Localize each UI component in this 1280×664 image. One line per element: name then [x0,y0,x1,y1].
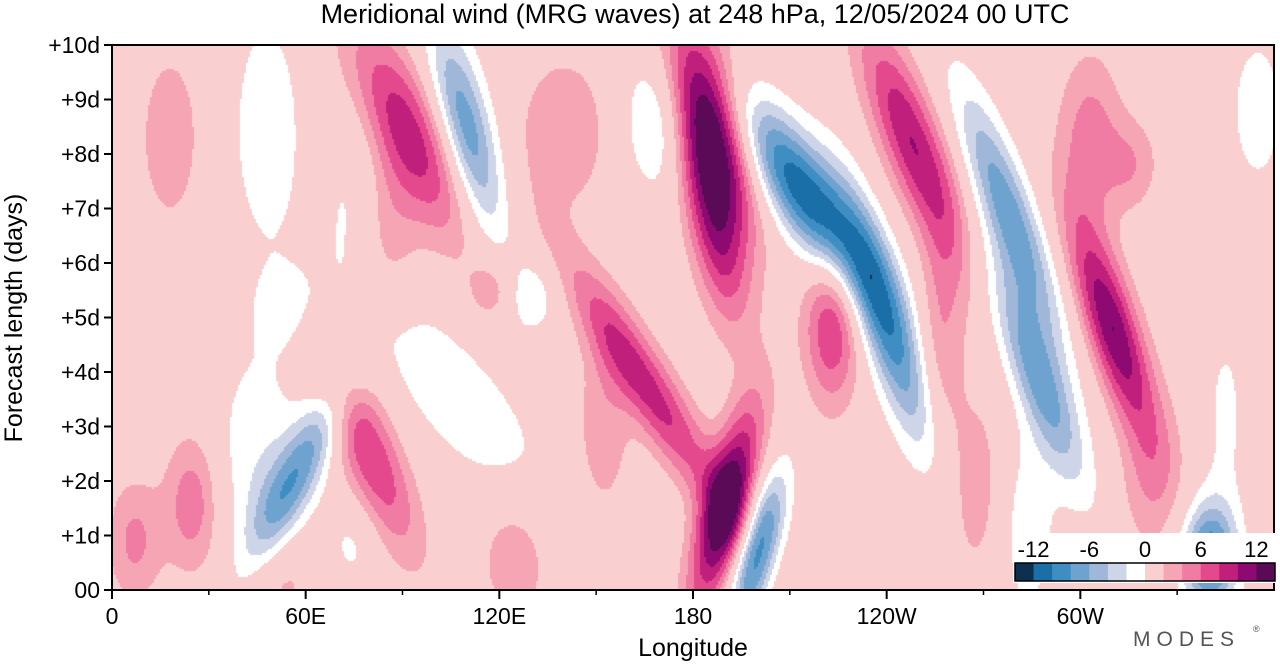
y-tick-label: +8d [61,141,100,167]
x-tick-label: 60W [1057,603,1105,629]
colorbar-label: 6 [1195,537,1207,562]
colorbar-swatch [1070,563,1090,581]
y-tick-label: +3d [61,414,100,440]
colorbar-label: -6 [1080,537,1100,562]
colorbar-swatch [1126,563,1146,581]
colorbar-swatch [1015,563,1035,581]
y-tick-label: +4d [61,359,100,385]
heatmap-field [112,45,1274,590]
y-tick-label: +6d [61,250,100,276]
colorbar-swatch [1200,563,1220,581]
x-tick-label: 180 [674,603,712,629]
colorbar-label: 0 [1139,537,1151,562]
x-tick-label: 0 [106,603,119,629]
colorbar-swatch [1219,563,1239,581]
x-axis: 0 60E 120E 180 120W 60W [106,590,1178,629]
brand-name: MODES [1133,628,1240,651]
y-tick-label: +1d [61,523,100,549]
chart-title: Meridional wind (MRG waves) at 248 hPa, … [321,0,1070,29]
colorbar-swatch [1163,563,1183,581]
y-axis-title: Forecast length (days) [0,194,28,443]
colorbar-swatch [1256,563,1276,581]
y-tick-label: 00 [74,577,100,603]
colorbar-swatch [1052,563,1072,581]
colorbar-swatch [1107,563,1127,581]
y-axis: 00 +1d +2d +3d +4d +5d +6d +7d +8d +9d +10d [48,32,112,603]
brand-registered-mark: ® [1253,624,1260,634]
x-tick-label: 120W [857,603,917,629]
x-tick-label: 120E [472,603,526,629]
colorbar-swatch [1033,563,1053,581]
colorbar-label: 12 [1244,537,1268,562]
brand-logo: MODES ® [1133,624,1260,651]
x-axis-title: Longitude [638,634,748,662]
colorbar-swatch [1145,563,1165,581]
colorbar: -12 -6 0 6 12 [1013,533,1277,583]
x-tick-label: 60E [285,603,326,629]
y-tick-label: +2d [61,468,100,494]
colorbar-label: -12 [1018,537,1050,562]
y-tick-label: +5d [61,305,100,331]
colorbar-swatch [1237,563,1257,581]
colorbar-swatch [1089,563,1109,581]
wind-field-image [112,45,1274,590]
y-tick-label: +7d [61,196,100,222]
colorbar-frame [1014,562,1276,582]
y-tick-label: +10d [48,32,100,58]
y-tick-label: +9d [61,87,100,113]
colorbar-swatch [1182,563,1202,581]
